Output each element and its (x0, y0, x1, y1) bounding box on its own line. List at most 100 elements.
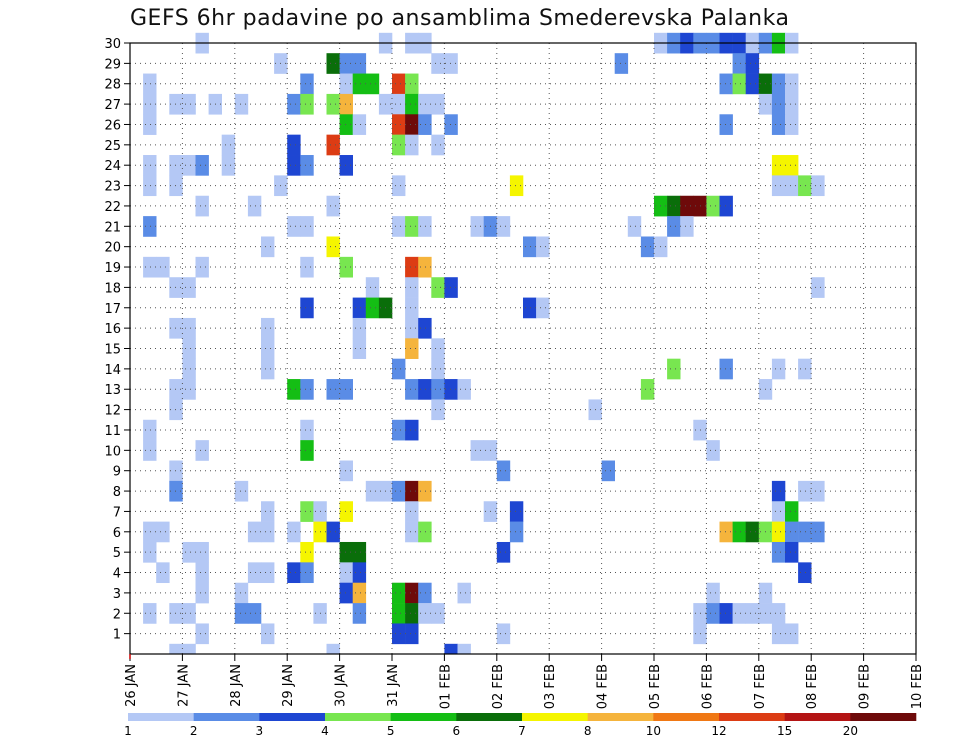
heatmap-cell (143, 93, 157, 115)
x-tick-label: 28 JAN (229, 664, 244, 707)
heatmap-cell (247, 195, 262, 217)
heatmap-cell (352, 562, 367, 584)
y-tick-label: 12 (104, 404, 121, 419)
heatmap-cell (326, 93, 340, 115)
y-tick-label: 29 (104, 57, 121, 72)
y-tick-label: 19 (104, 261, 121, 276)
heatmap-cell (785, 155, 799, 176)
heatmap-cell (418, 582, 432, 604)
heatmap-cell (719, 521, 733, 543)
heatmap-cell (156, 562, 170, 584)
heatmap-cell (405, 480, 419, 502)
heatmap-cell (392, 175, 406, 197)
heatmap-cell (234, 603, 249, 624)
heatmap-cell (339, 114, 353, 135)
heatmap-cell (431, 93, 445, 115)
heatmap-cell (771, 521, 786, 543)
y-tick-label: 2 (113, 607, 121, 622)
x-tick-label: 29 JAN (281, 664, 296, 707)
y-tick-label: 22 (104, 200, 121, 215)
heatmap-cell (431, 358, 445, 380)
heatmap-cell (719, 114, 733, 135)
heatmap-cell (365, 297, 380, 319)
colorbar-segment (259, 713, 326, 721)
heatmap-cell (326, 195, 340, 217)
heatmap-cell (352, 53, 367, 74)
y-tick-label: 21 (104, 220, 121, 235)
heatmap-cell (470, 440, 484, 461)
heatmap-cell (509, 521, 524, 543)
colorbar-label: 5 (387, 724, 395, 738)
heatmap-cell (287, 93, 301, 115)
x-tick-label: 09 FEB (858, 664, 873, 709)
heatmap-cell (457, 643, 471, 654)
heatmap-cell (392, 419, 406, 441)
heatmap-cell (706, 582, 720, 604)
colorbar-segment (325, 713, 391, 721)
y-tick-label: 6 (113, 526, 121, 541)
heatmap-cell (418, 379, 432, 400)
heatmap-cell (234, 480, 249, 502)
heatmap-cell (444, 643, 458, 654)
colorbar-label: 1 (124, 724, 132, 738)
heatmap-cell (182, 338, 196, 359)
heatmap-cell (601, 460, 615, 482)
heatmap-cell (719, 603, 733, 624)
heatmap-cell (392, 73, 406, 95)
x-tick-label: 27 JAN (176, 664, 191, 707)
heatmap-cell (352, 582, 367, 604)
heatmap-cell (418, 93, 432, 115)
heatmap-cell (326, 379, 340, 400)
y-tick-label: 11 (104, 424, 121, 439)
y-tick-label: 1 (113, 628, 121, 643)
colorbar-segment (193, 713, 260, 721)
x-tick-label: 06 FEB (700, 664, 715, 709)
heatmap-cell (640, 236, 655, 258)
heatmap-cell (418, 216, 432, 237)
heatmap-cell (614, 53, 629, 74)
heatmap-cell (811, 175, 825, 197)
heatmap-cell (811, 521, 825, 543)
colorbar-segment (128, 713, 194, 721)
heatmap-cell (496, 623, 511, 645)
y-tick-label: 3 (113, 587, 121, 602)
heatmap-cell (798, 521, 812, 543)
heatmap-cell (405, 277, 419, 298)
heatmap-cell (785, 175, 799, 197)
heatmap-cell (405, 419, 419, 441)
heatmap-cell (719, 195, 733, 217)
heatmap-cell (300, 155, 314, 176)
heatmap-cell (496, 541, 511, 563)
heatmap-cell (732, 521, 746, 543)
heatmap-cell (509, 501, 524, 522)
heatmap-cell (182, 93, 196, 115)
colorbar-label: 8 (584, 724, 592, 738)
heatmap-cell (444, 114, 458, 135)
heatmap-cell (195, 562, 209, 584)
heatmap-cell (182, 379, 196, 400)
heatmap-cell (457, 379, 471, 400)
heatmap-cell (405, 216, 419, 237)
heatmap-cell (300, 562, 314, 584)
heatmap-cell (339, 562, 353, 584)
heatmap-cell (785, 73, 799, 95)
heatmap-cell (431, 277, 445, 298)
heatmap-cell (195, 582, 209, 604)
y-tick-label: 23 (104, 180, 121, 195)
heatmap-cell (234, 582, 249, 604)
heatmap-cell (418, 521, 432, 543)
heatmap-cell (392, 216, 406, 237)
heatmap-cell (719, 73, 733, 95)
heatmap-cell (719, 358, 733, 380)
heatmap-cell (405, 297, 419, 319)
colorbar-label: 12 (711, 724, 726, 738)
heatmap-cell (261, 562, 275, 584)
heatmap-cell (300, 440, 314, 461)
heatmap-cell (785, 93, 799, 115)
heatmap-cell (405, 582, 419, 604)
heatmap-cell (798, 358, 812, 380)
heatmap-cell (261, 338, 275, 359)
heatmap-cell (352, 317, 367, 339)
heatmap-cell (156, 256, 170, 278)
heatmap-cell (392, 134, 406, 156)
